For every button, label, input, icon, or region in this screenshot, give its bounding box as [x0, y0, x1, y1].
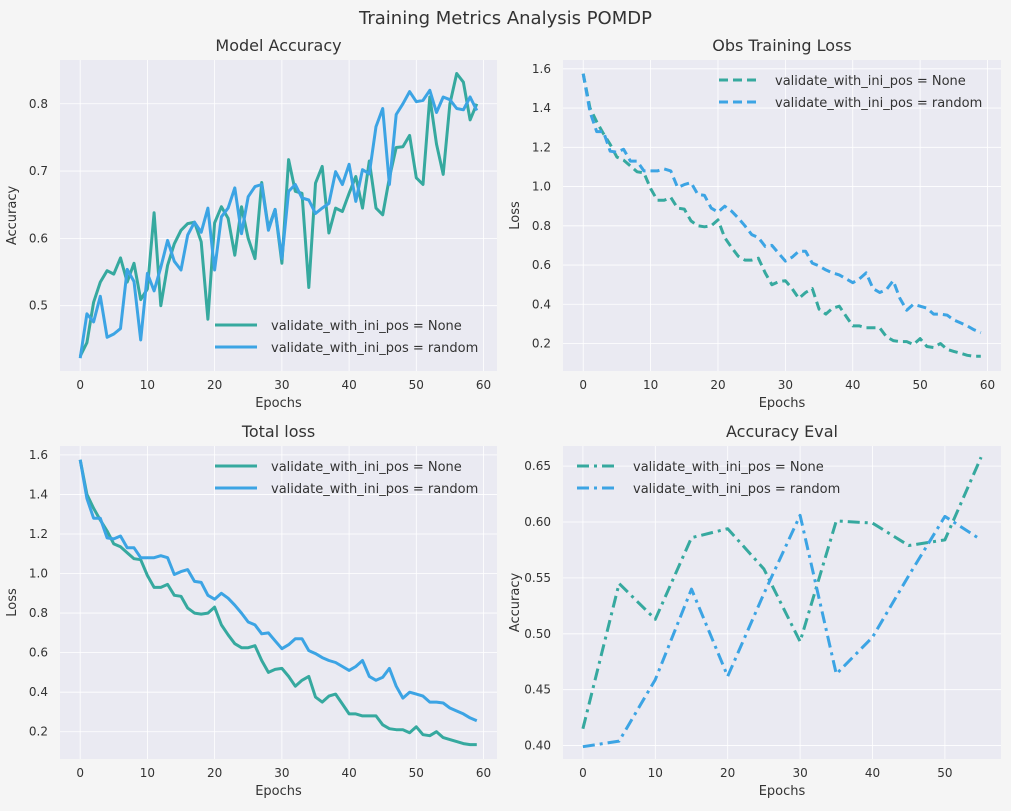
- y-tick-label: 0.5: [29, 299, 48, 313]
- chart-panel-3: 0 10 20 30 40 50 60 0.2 0.4 0.6 0.8 1.0 1.2 1.4 1.6 Tot…: [5, 422, 497, 799]
- y-axis-label: Loss: [508, 201, 523, 230]
- y-tick-label: 1.6: [29, 448, 48, 462]
- plot-area: [60, 60, 497, 371]
- y-tick-label: 0.2: [532, 337, 551, 351]
- x-tick-label: 40: [865, 766, 880, 780]
- y-tick-label: 0.6: [29, 231, 48, 245]
- y-tick-label: 1.6: [532, 62, 551, 76]
- y-tick-label: 0.40: [524, 739, 551, 753]
- x-tick-label: 40: [341, 766, 356, 780]
- series-line-random: [582, 513, 982, 749]
- legend-label: validate_with_ini_pos = random: [271, 482, 478, 497]
- series-line-random: [78, 459, 478, 723]
- legend-label: validate_with_ini_pos = None: [271, 319, 462, 334]
- chart-panel-2: 0 10 20 30 40 50 60 0.2 0.4 0.6 0.8 1.0 1.2 1.4 1.6 Obs…: [508, 36, 1001, 411]
- legend: validate_with_ini_pos = None validate_wit…: [215, 460, 478, 497]
- x-tick-label: 60: [476, 378, 491, 392]
- x-tick-label: 30: [274, 378, 289, 392]
- x-tick-label: 20: [207, 378, 222, 392]
- y-tick-label: 0.45: [524, 683, 551, 697]
- y-tick-label: 0.8: [29, 606, 48, 620]
- x-tick-label: 50: [937, 766, 952, 780]
- y-tick-label: 0.7: [29, 164, 48, 178]
- chart-title: Obs Training Loss: [712, 36, 851, 55]
- y-tick-label: 0.50: [524, 627, 551, 641]
- x-tick-label: 10: [648, 766, 663, 780]
- y-tick-label: 1.2: [29, 527, 48, 541]
- x-tick-label: 30: [792, 766, 807, 780]
- x-tick-label: 20: [207, 766, 222, 780]
- x-tick-label: 30: [274, 766, 289, 780]
- x-tick-label: 50: [912, 378, 927, 392]
- chart-panel-4: 0 10 20 30 40 50 0.40 0.45 0.50 0.55 0.60 0.65 Accur…: [508, 422, 1001, 799]
- y-tick-label: 1.4: [532, 101, 551, 115]
- x-axis-label: Epochs: [255, 784, 302, 799]
- y-axis-label: Loss: [5, 588, 20, 617]
- y-tick-label: 1.4: [29, 487, 48, 501]
- x-tick-label: 40: [845, 378, 860, 392]
- y-tick-label: 0.2: [29, 725, 48, 739]
- x-tick-label: 0: [579, 766, 587, 780]
- x-axis-label: Epochs: [255, 396, 302, 411]
- x-tick-label: 30: [778, 378, 793, 392]
- legend-label: validate_with_ini_pos = random: [271, 341, 478, 356]
- y-tick-label: 1.2: [532, 140, 551, 154]
- x-tick-label: 0: [76, 378, 84, 392]
- x-tick-label: 0: [579, 378, 587, 392]
- legend-label: validate_with_ini_pos = None: [633, 460, 824, 475]
- y-tick-label: 0.8: [532, 219, 551, 233]
- series-line-random: [78, 88, 479, 359]
- legend-label: validate_with_ini_pos = random: [775, 96, 982, 111]
- legend-label: validate_with_ini_pos = random: [633, 482, 840, 497]
- series-line-none: [581, 456, 983, 730]
- legend: validate_with_ini_pos = None validate_wit…: [215, 319, 478, 356]
- y-tick-label: 1.0: [29, 567, 48, 581]
- legend: validate_with_ini_pos = None validate_wit…: [719, 74, 982, 111]
- y-tick-label: 0.55: [524, 571, 551, 585]
- chart-title: Accuracy Eval: [726, 422, 838, 441]
- x-tick-label: 50: [409, 766, 424, 780]
- y-tick-label: 0.6: [29, 646, 48, 660]
- plot-area: [563, 60, 1001, 371]
- x-tick-label: 0: [76, 766, 84, 780]
- y-tick-label: 0.4: [532, 297, 551, 311]
- y-tick-label: 0.8: [29, 97, 48, 111]
- series-line-random: [581, 73, 982, 335]
- x-tick-label: 60: [476, 766, 491, 780]
- legend: validate_with_ini_pos = None validate_wit…: [577, 460, 840, 497]
- x-tick-label: 10: [140, 378, 155, 392]
- y-tick-label: 0.65: [524, 459, 551, 473]
- x-tick-label: 40: [341, 378, 356, 392]
- x-tick-label: 50: [409, 378, 424, 392]
- chart-title: Total loss: [241, 422, 315, 441]
- x-axis-label: Epochs: [759, 396, 806, 411]
- x-tick-label: 10: [140, 766, 155, 780]
- y-tick-label: 1.0: [532, 180, 551, 194]
- x-tick-label: 60: [980, 378, 995, 392]
- x-tick-label: 20: [720, 766, 735, 780]
- plot-area: [60, 446, 497, 759]
- figure-title: Training Metrics Analysis POMDP: [358, 8, 652, 29]
- series-line-none: [78, 459, 477, 747]
- y-tick-label: 0.4: [29, 685, 48, 699]
- x-axis-label: Epochs: [759, 784, 806, 799]
- chart-panel-1: 0 10 20 30 40 50 60 0.5 0.6 0.7 0.8 Model Accuracy E…: [5, 36, 497, 411]
- y-axis-label: Accuracy: [508, 573, 523, 633]
- legend-label: validate_with_ini_pos = None: [271, 460, 462, 475]
- legend-label: validate_with_ini_pos = None: [775, 74, 966, 89]
- y-axis-label: Accuracy: [5, 186, 20, 246]
- y-tick-label: 0.6: [532, 258, 551, 272]
- x-tick-label: 10: [643, 378, 658, 392]
- chart-title: Model Accuracy: [215, 36, 341, 55]
- y-tick-label: 0.60: [524, 515, 551, 529]
- x-tick-label: 20: [710, 378, 725, 392]
